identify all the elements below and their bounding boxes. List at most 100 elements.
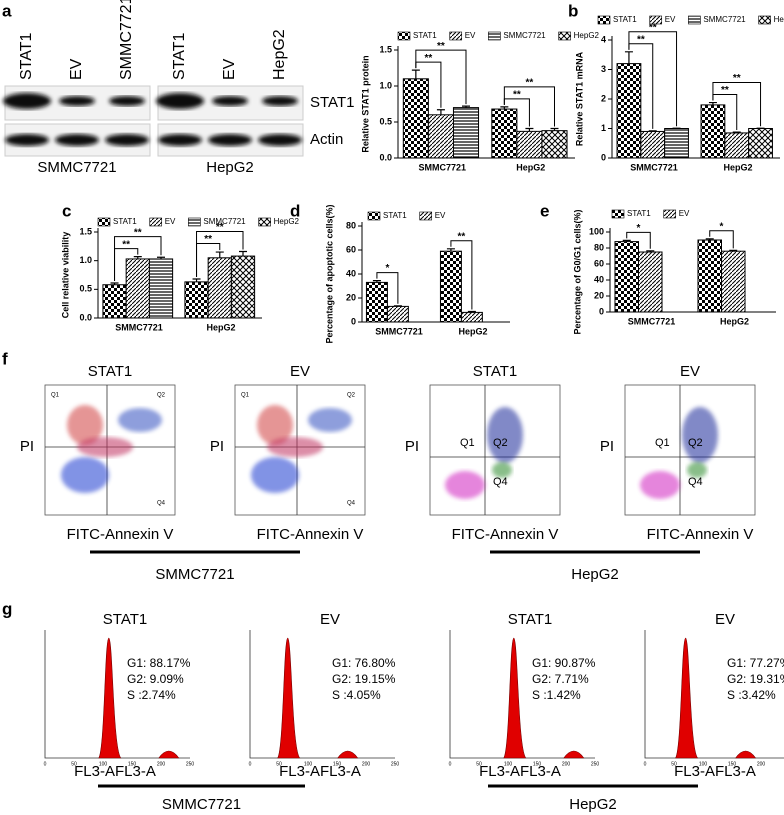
histogram-tick: 200 <box>362 761 371 767</box>
legend-label: STAT1 <box>113 217 137 226</box>
y-tick-label: 2 <box>601 93 606 103</box>
significance-bracket <box>415 49 467 105</box>
panel-label: d <box>290 201 300 220</box>
blot-band <box>5 134 49 146</box>
quadrant-label: Q4 <box>157 501 166 507</box>
y-tick-label: 0.5 <box>379 116 392 126</box>
legend-swatch <box>258 217 271 227</box>
histogram-axes <box>449 630 595 759</box>
error-bar <box>708 101 717 105</box>
flow-x-label: FITC-Annexin V <box>257 526 364 543</box>
x-tick-label: HepG2 <box>720 316 749 326</box>
legend-swatch <box>649 15 663 25</box>
population-cloud <box>118 408 162 432</box>
cycle-stat: S :3.42% <box>727 688 776 702</box>
error-bar <box>461 105 470 108</box>
quadrant-label: Q2 <box>347 393 356 399</box>
row-label: Actin <box>310 131 343 148</box>
g2-peak <box>158 750 180 759</box>
histogram-tick: 50 <box>671 761 677 767</box>
panel-label: g <box>2 599 12 618</box>
error-bar <box>550 127 559 131</box>
histogram-tick: 150 <box>128 761 137 767</box>
error-bar <box>525 127 534 132</box>
quadrant-label: Q2 <box>688 437 703 449</box>
bar <box>637 251 663 313</box>
histogram-tick: 100 <box>504 761 513 767</box>
legend-label: SMMC7721 <box>503 31 546 40</box>
significance-bracket <box>376 272 399 304</box>
error-bar <box>411 69 420 79</box>
legend-swatch <box>188 217 201 227</box>
flow-y-label: PI <box>405 438 419 455</box>
cell-line-label: SMMC7721 <box>37 159 116 176</box>
flow-frame <box>624 384 756 516</box>
error-bar <box>393 305 402 307</box>
legend-swatch <box>149 217 163 227</box>
significance-bracket <box>709 230 734 249</box>
y-axis-label: Relative STAT1 mRNA <box>574 51 584 146</box>
flow-y-label: PI <box>210 438 224 455</box>
population-cloud <box>308 408 352 432</box>
bar <box>640 130 666 159</box>
flow-title: EV <box>680 363 700 380</box>
y-axis-label: Percentage of apoptotic cells(%) <box>324 204 334 343</box>
flow-title: EV <box>290 363 310 380</box>
population-cloud <box>267 437 323 457</box>
y-tick-label: 60 <box>346 244 356 254</box>
significance-label: ** <box>122 239 130 250</box>
population-cloud <box>687 462 707 478</box>
flow-y-label: PI <box>20 438 34 455</box>
legend-label: EV <box>435 211 446 220</box>
population-cloud <box>61 457 109 493</box>
error-bar <box>624 51 633 64</box>
quadrant-label: Q4 <box>493 476 508 488</box>
legend-swatch <box>597 15 611 25</box>
error-bar <box>622 239 631 242</box>
bar <box>491 108 518 159</box>
y-tick-label: 100 <box>589 226 604 236</box>
panel-label: b <box>568 1 578 20</box>
population-cloud <box>445 471 485 499</box>
population-cloud <box>77 437 133 457</box>
quadrant-label: Q1 <box>51 393 60 399</box>
significance-label: ** <box>458 231 466 242</box>
lane-label: EV <box>68 58 85 80</box>
error-bar <box>192 278 201 282</box>
flow-frame <box>234 384 366 516</box>
y-tick-label: 60 <box>594 258 604 268</box>
histogram-x-label: FL3-AFL3-A <box>279 763 361 780</box>
error-bar <box>705 238 714 240</box>
histogram-x-label: FL3-AFL3-A <box>674 763 756 780</box>
significance-label: ** <box>733 73 741 84</box>
significance-bracket <box>628 31 678 127</box>
histogram-tick: 0 <box>449 761 452 767</box>
bar <box>439 250 462 323</box>
significance-bracket <box>626 231 651 249</box>
legend-swatch <box>758 15 771 25</box>
histogram-tick: 50 <box>71 761 77 767</box>
bar <box>402 78 429 159</box>
quadrant-label: Q1 <box>655 437 670 449</box>
group-label: HepG2 <box>571 566 619 583</box>
cycle-stat: G2: 19.31% <box>727 672 784 686</box>
y-tick-label: 0.0 <box>379 152 392 162</box>
flow-x-label: FITC-Annexin V <box>452 526 559 543</box>
cycle-stat: G1: 88.17% <box>127 656 191 670</box>
population-cloud <box>487 407 523 463</box>
significance-label: ** <box>216 222 224 233</box>
error-bar <box>467 310 476 313</box>
error-bar <box>446 248 455 252</box>
group-label: HepG2 <box>569 796 617 813</box>
legend-label: STAT1 <box>627 209 651 218</box>
population-cloud <box>67 405 103 445</box>
histogram-tick: 100 <box>304 761 313 767</box>
population-cloud <box>251 457 299 493</box>
histogram-tick: 150 <box>333 761 342 767</box>
legend-label: STAT1 <box>413 31 437 40</box>
panel-label: a <box>2 1 12 20</box>
panel-label: e <box>540 201 549 220</box>
legend-label: SMMC7721 <box>203 217 246 226</box>
x-tick-label: HepG2 <box>206 322 235 332</box>
